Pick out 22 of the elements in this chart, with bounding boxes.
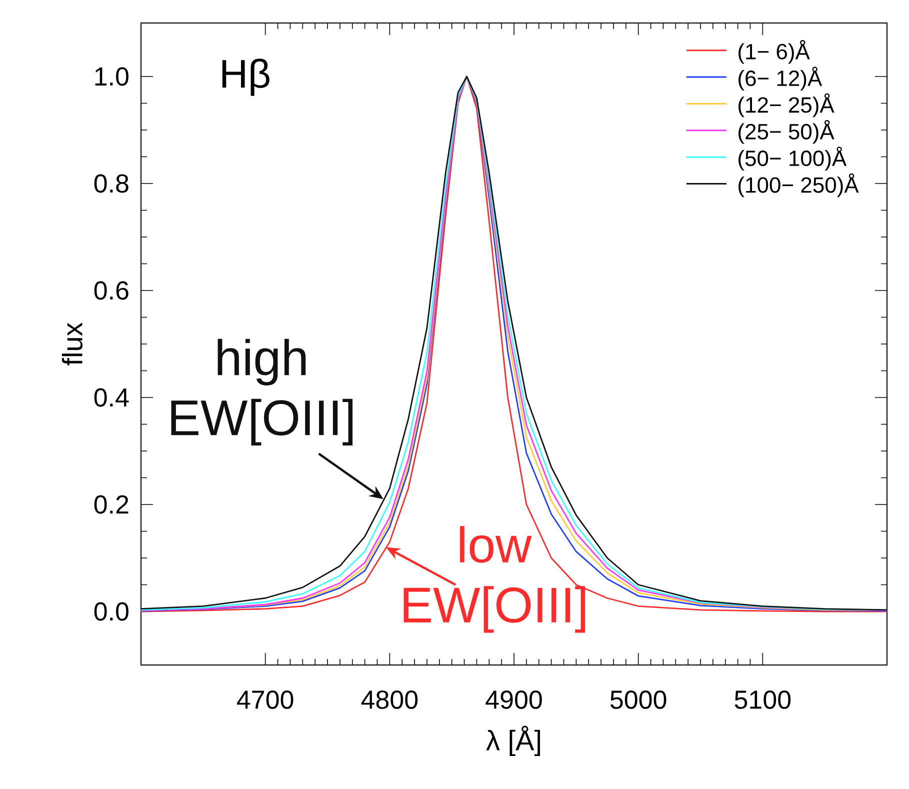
x-tick-label: 4900 bbox=[486, 690, 542, 709]
x-axis-title: λ [Å] bbox=[486, 726, 540, 756]
legend-label: (50− 100)Å bbox=[738, 146, 847, 170]
legend-label: (1− 6)Å bbox=[738, 40, 810, 64]
legend-label: (100− 250)Å bbox=[738, 173, 859, 198]
y-axis-title: flux bbox=[62, 322, 83, 366]
annotation: high EW[OIII] bbox=[171, 338, 353, 446]
y-tick-label: 0.0 bbox=[94, 602, 128, 621]
annotation: Hβ bbox=[222, 58, 270, 96]
y-tick-label: 0.4 bbox=[94, 388, 129, 407]
x-tick-label: 4700 bbox=[237, 690, 294, 709]
y-tick-label: 0.2 bbox=[94, 495, 128, 514]
x-tick-label: 4800 bbox=[361, 690, 418, 709]
x-tick-label: 5000 bbox=[610, 690, 666, 709]
annotation: low EW[OIII] bbox=[404, 526, 586, 633]
x-tick-label: 5100 bbox=[734, 690, 791, 709]
y-tick-label: 0.8 bbox=[94, 174, 128, 193]
legend-label: (25− 50)Å bbox=[738, 120, 834, 144]
y-tick-label: 0.6 bbox=[94, 281, 128, 300]
legend-label: (12− 25)Å bbox=[738, 93, 834, 118]
y-tick-label: 1.0 bbox=[95, 67, 128, 86]
legend-label: (6− 12)Å bbox=[738, 66, 822, 90]
